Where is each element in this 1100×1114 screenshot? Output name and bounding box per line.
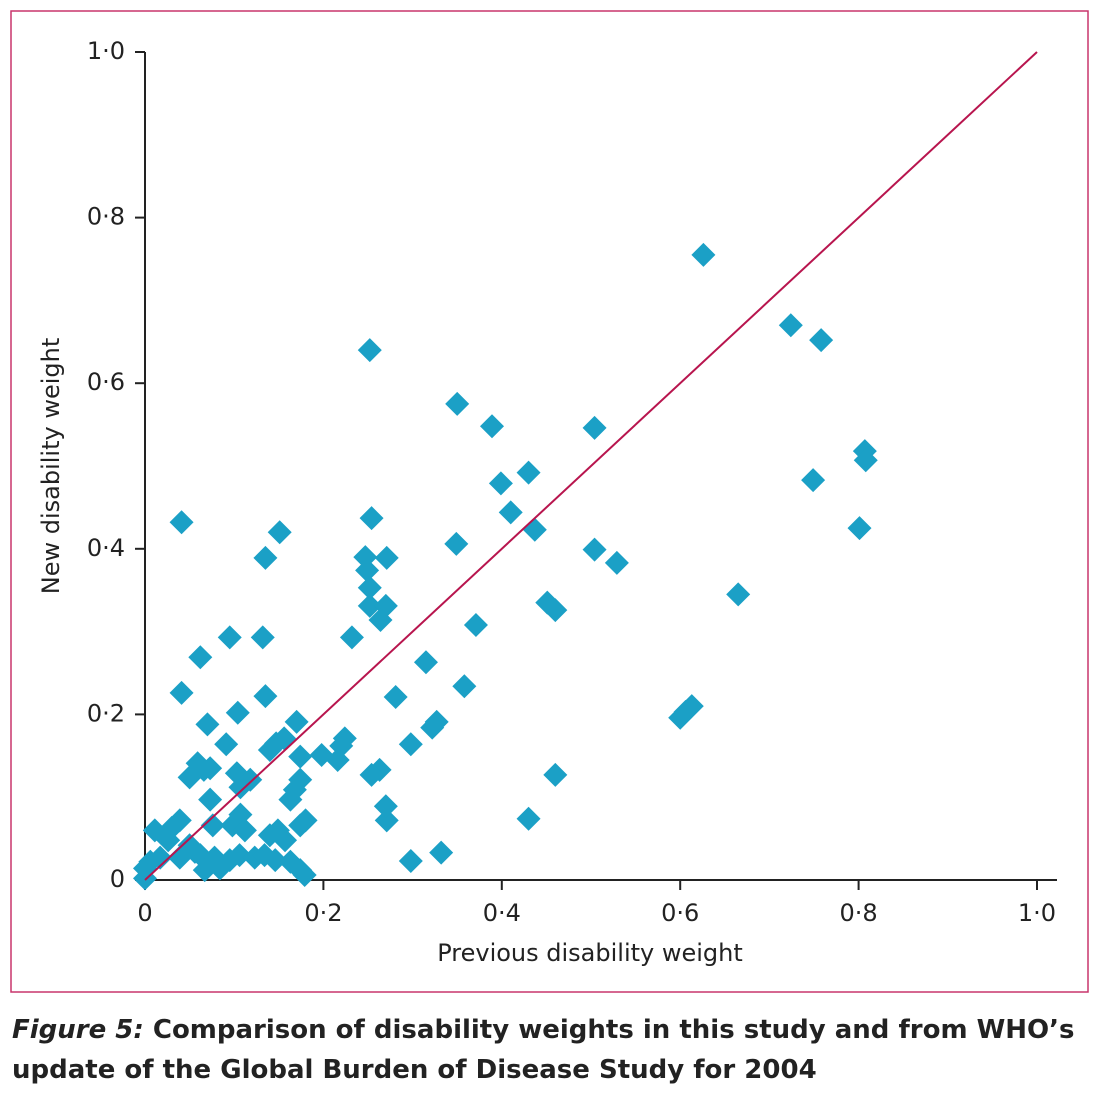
point	[339, 625, 364, 650]
point	[263, 848, 288, 873]
point	[357, 575, 382, 600]
point	[445, 391, 470, 416]
point	[207, 856, 232, 881]
point	[257, 738, 282, 763]
x-tick-label: 0·2	[304, 899, 342, 927]
point	[169, 680, 194, 705]
point	[543, 762, 568, 787]
point	[355, 558, 380, 583]
point	[847, 516, 872, 541]
point	[479, 414, 504, 439]
y-tick-label: 0·4	[87, 534, 125, 562]
point	[198, 787, 223, 812]
y-axis-title: New disability weight	[37, 338, 65, 595]
x-tick-label: 0	[137, 899, 152, 927]
x-tick-label: 0·6	[661, 899, 699, 927]
caption-text: Comparison of disability weights in this…	[12, 1015, 1075, 1085]
point	[516, 460, 541, 485]
point	[253, 684, 278, 709]
x-tick-label: 1·0	[1018, 899, 1056, 927]
point	[273, 828, 298, 853]
point	[498, 500, 523, 525]
point	[253, 545, 278, 570]
point	[374, 808, 399, 833]
point	[543, 598, 568, 623]
point	[429, 840, 454, 865]
point	[691, 242, 716, 267]
point	[284, 709, 309, 734]
point	[292, 863, 317, 888]
point	[227, 843, 252, 868]
point	[177, 765, 202, 790]
point	[195, 712, 220, 737]
caption: Figure 5: Comparison of disability weigh…	[12, 1010, 1082, 1090]
point	[679, 694, 704, 719]
point	[192, 858, 217, 883]
point	[383, 685, 408, 710]
x-tick-label: 0·8	[840, 899, 878, 927]
point	[488, 471, 513, 496]
point	[288, 767, 313, 792]
point	[169, 510, 194, 535]
point	[413, 650, 438, 675]
point	[778, 313, 803, 338]
point	[288, 744, 313, 769]
point	[582, 415, 607, 440]
frame	[10, 10, 1089, 993]
point	[133, 866, 157, 891]
point	[188, 645, 213, 670]
point	[420, 715, 445, 740]
point	[398, 732, 423, 757]
point	[726, 582, 751, 607]
chart: Previous disability weight New disabilit…	[10, 10, 1089, 993]
point	[148, 845, 173, 870]
point	[374, 545, 399, 570]
point	[604, 550, 629, 575]
point	[452, 674, 477, 699]
point	[444, 531, 469, 556]
point	[267, 520, 292, 545]
point	[250, 625, 275, 650]
point	[198, 756, 223, 781]
point	[522, 517, 547, 542]
y-tick-label: 0·8	[87, 203, 125, 231]
identity-line	[144, 51, 1038, 881]
point	[293, 808, 318, 833]
point	[853, 448, 878, 473]
x-tick-label: 0·4	[483, 899, 521, 927]
point	[357, 338, 382, 363]
point	[463, 612, 488, 637]
point	[182, 839, 207, 864]
point	[582, 537, 607, 562]
point	[801, 468, 826, 493]
point	[373, 794, 398, 819]
point	[238, 767, 263, 792]
point	[167, 808, 192, 833]
y-tick-label: 0·2	[87, 699, 125, 727]
point	[398, 848, 423, 873]
caption-label: Figure 5:	[12, 1015, 144, 1045]
point	[225, 700, 250, 725]
point	[359, 762, 384, 787]
x-axis-title: Previous disability weight	[437, 939, 743, 967]
point	[309, 742, 334, 767]
point	[156, 828, 181, 853]
point	[200, 813, 225, 838]
point	[232, 818, 257, 843]
y-tick-label: 0·6	[87, 368, 125, 396]
point	[217, 625, 242, 650]
point	[516, 806, 541, 831]
point	[214, 732, 239, 757]
y-tick-label: 1·0	[87, 37, 125, 65]
point	[368, 608, 393, 633]
y-tick-label: 0	[110, 865, 125, 893]
point	[809, 328, 834, 353]
point	[359, 506, 384, 531]
point	[357, 593, 382, 618]
